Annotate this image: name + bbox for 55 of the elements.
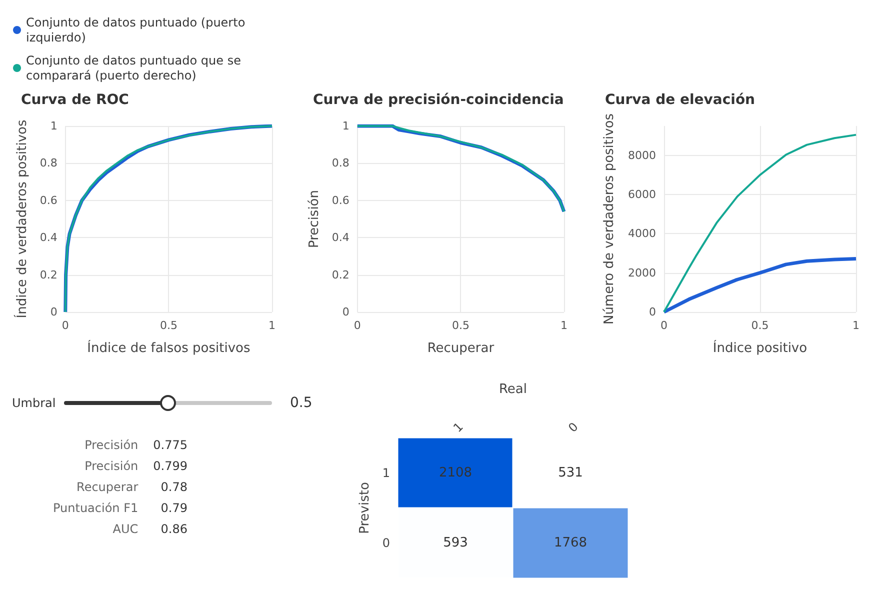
- x-tick-label: 1: [268, 319, 276, 332]
- legend-label: Conjunto de datos puntuado que se comparará (puerto derecho): [26, 54, 245, 82]
- data-label: 0.79: [160, 500, 188, 516]
- x-axis-title: Índice de falsos positivos: [87, 339, 250, 356]
- x-tick-label: 0.5: [160, 319, 178, 332]
- y-tick-label: 0.2: [332, 268, 350, 282]
- x-tick-label: 0: [660, 319, 668, 332]
- y-tick-label: 0: [342, 306, 350, 318]
- category-label: Precisión: [84, 437, 140, 453]
- y-tick-label: 0: [50, 306, 58, 318]
- x-tick-label: 1: [852, 319, 860, 332]
- y-tick-label: 1: [50, 120, 58, 132]
- y-tick-label: 0: [649, 306, 656, 318]
- y-tick-label: 0.6: [40, 194, 58, 207]
- text: 0.5: [290, 395, 312, 411]
- x-tick-label: 0: [62, 319, 69, 332]
- y-tick-label: 4000: [628, 227, 656, 240]
- category-label: Recuperar: [76, 479, 140, 495]
- chart-title: Curva de ROC: [21, 92, 129, 108]
- data-label: 0.86: [160, 521, 188, 537]
- y-tick-label: 0.2: [40, 268, 58, 282]
- y-tick-label: 0.4: [332, 231, 350, 244]
- y-tick-label: 0.4: [40, 231, 58, 244]
- y-tick-label: 8000: [628, 148, 656, 162]
- x-axis-title: Recuperar: [427, 341, 495, 356]
- text: Umbral: [12, 396, 57, 410]
- y-axis-title: Índice de verdaderos positivos: [13, 120, 30, 318]
- chart-title: Curva de precisión-coincidencia: [313, 92, 564, 108]
- y-axis-title: Previsto: [357, 482, 372, 534]
- y-tick-label: 0.8: [332, 156, 350, 170]
- x-tick-label: 0: [354, 319, 361, 332]
- data-label: 0.799: [152, 458, 188, 474]
- data-label: 1768: [554, 536, 588, 550]
- data-label: 593: [443, 536, 468, 550]
- x-tick-label: 0.5: [452, 319, 470, 332]
- y-tick-label: 2000: [628, 266, 656, 280]
- y-tick-label: 6000: [628, 188, 656, 202]
- data-label: 531: [558, 466, 583, 480]
- x-axis-title: Real: [498, 382, 528, 397]
- x-tick-label: 0.5: [751, 319, 769, 332]
- category-label: AUC: [112, 521, 140, 537]
- category-label: Precisión: [84, 458, 140, 474]
- x-axis-title: Índice positivo: [712, 339, 808, 356]
- x-tick-label: 1: [560, 319, 568, 332]
- y-tick-label: 1: [342, 120, 350, 132]
- y-tick-label: 0.6: [332, 194, 350, 207]
- data-label: 0.775: [152, 437, 188, 453]
- chart-title: Curva de elevación: [605, 92, 756, 108]
- category-label: Puntuación F1: [52, 500, 140, 516]
- legend-label: Conjunto de datos puntuado (puerto izquierdo): [26, 16, 249, 44]
- y-tick-label: 0.8: [40, 156, 58, 170]
- y-axis-title: Número de verdaderos positivos: [602, 113, 617, 325]
- data-label: 2108: [438, 466, 472, 480]
- y-axis-title: Precisión: [307, 190, 322, 248]
- data-label: 0.78: [160, 479, 188, 495]
